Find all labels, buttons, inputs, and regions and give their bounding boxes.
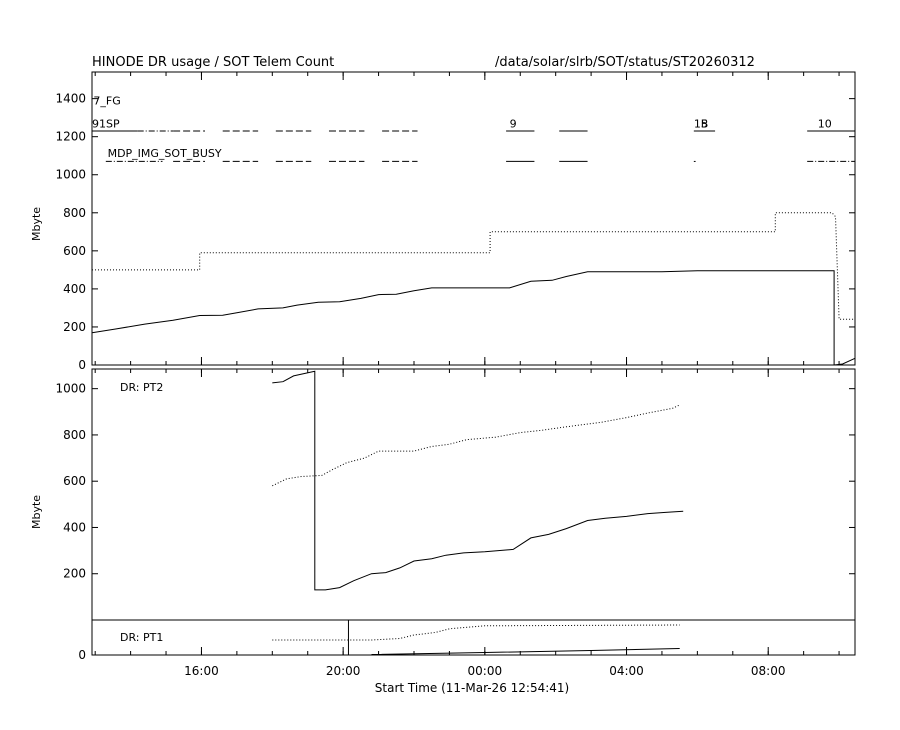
status-annotation: 10: [818, 117, 832, 130]
top-ylabel: Mbyte: [30, 207, 43, 241]
x-axis: 16:00 20:00 00:00 04:00 08:00: [94, 72, 840, 678]
y-tick-label: 600: [63, 474, 86, 488]
status-annotation: MDP_IMG_SOT_BUSY: [108, 147, 222, 160]
data-series-solid: [371, 648, 680, 655]
y-tick-label: 400: [63, 520, 86, 534]
y-tick-label: 1000: [55, 382, 86, 396]
y-tick-label: 200: [63, 567, 86, 581]
status-annotation: 91SP: [92, 117, 120, 130]
pt2-label: DR: PT2: [120, 381, 163, 394]
y-tick-label: 400: [63, 282, 86, 296]
y-tick-label: 1200: [55, 130, 86, 144]
x-tick-label: 00:00: [468, 664, 503, 678]
bottom-panel: 0: [78, 619, 855, 662]
status-annotation: 9: [510, 117, 517, 130]
x-tick-label: 20:00: [326, 664, 361, 678]
status-annotation: 1B: [694, 117, 709, 130]
lower-panel-frame: [91, 368, 856, 656]
y-tick-label: 1000: [55, 168, 86, 182]
data-series-solid: [91, 270, 856, 366]
data-series-dotted: [272, 624, 680, 641]
middle-panel: 200 400 600 800 1000: [55, 370, 855, 591]
y-tick-label: 1400: [55, 92, 86, 106]
status-annotation: 7_FG: [93, 95, 120, 108]
y-tick-label: 0: [78, 358, 86, 372]
x-tick-label: 16:00: [184, 664, 219, 678]
y-tick-label: 0: [78, 648, 86, 662]
pt1-label: DR: PT1: [120, 631, 163, 644]
top-panel: 0 200 400 600 800 1000 1200 1400 7_FG 91SP 9 1B5 10 M…: [55, 92, 856, 372]
data-path: /data/solar/slrb/SOT/status/ST20260312: [495, 55, 755, 70]
y-tick-label: 800: [63, 206, 86, 220]
chart-title: HINODE DR usage / SOT Telem Count: [92, 55, 334, 70]
x-axis-label: Start Time (11-Mar-26 12:54:41): [375, 681, 569, 695]
middle-ylabel: Mbyte: [30, 495, 43, 529]
data-series-solid: [272, 370, 684, 591]
status-annotation: 5: [701, 117, 708, 130]
y-tick-label: 800: [63, 428, 86, 442]
y-tick-label: 600: [63, 244, 86, 258]
x-tick-label: 04:00: [609, 664, 644, 678]
y-tick-label: 200: [63, 320, 86, 334]
data-series-dotted: [92, 212, 855, 320]
x-tick-label: 08:00: [751, 664, 786, 678]
top-panel-frame: [91, 71, 856, 366]
data-series-dotted: [272, 404, 680, 487]
